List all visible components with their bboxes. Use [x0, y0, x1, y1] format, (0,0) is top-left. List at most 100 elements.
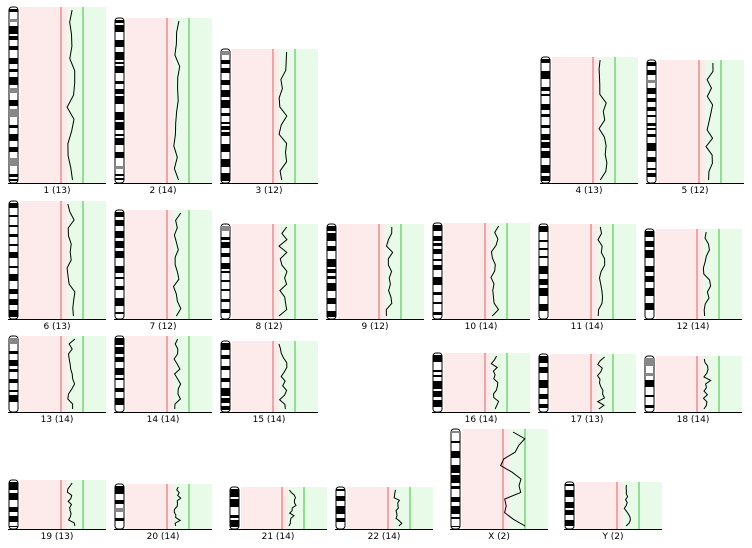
chromosome-panel-12: 12 (14)	[644, 228, 742, 332]
copy-number-profile	[172, 212, 182, 317]
copy-number-profile	[288, 489, 297, 527]
gain-zone	[703, 229, 742, 319]
copy-number-profile	[385, 226, 394, 317]
copy-number-profile	[278, 343, 288, 410]
chromosome-label: 5 (12)	[681, 186, 708, 196]
chromosome-panel-7: 7 (12)	[114, 209, 212, 332]
chromosome-panel-2: 2 (14)	[114, 17, 212, 196]
copy-number-profile	[596, 356, 606, 410]
gain-zone	[394, 487, 433, 529]
copy-number-profile	[67, 338, 76, 409]
chromosome-label: 19 (13)	[41, 532, 74, 542]
gain-zone	[279, 341, 318, 412]
copy-number-profile	[705, 62, 714, 181]
copy-number-profile	[66, 203, 76, 317]
chromosome-panel-14: 14 (14)	[114, 335, 212, 425]
chromosome-ideogram	[114, 17, 125, 184]
chromosome-ideogram	[540, 56, 551, 184]
chromosome-label: Y (2)	[601, 532, 623, 542]
chromosome-label: 7 (12)	[149, 322, 176, 332]
chromosome-label: 9 (12)	[361, 322, 388, 332]
gain-zone	[509, 429, 548, 529]
chromosome-label: 14 (14)	[147, 415, 180, 425]
chromosome-panel-8: 8 (12)	[220, 223, 318, 332]
loss-zone	[20, 7, 67, 183]
chromosome-label: 22 (14)	[368, 532, 401, 542]
loss-zone	[656, 229, 703, 319]
chromosome-label: 10 (14)	[465, 322, 498, 332]
copy-number-profile	[702, 231, 712, 317]
chromosome-ideogram	[220, 48, 231, 184]
loss-zone	[20, 336, 67, 412]
loss-zone	[658, 60, 705, 183]
gain-zone	[67, 7, 106, 183]
chromosome-ideogram	[335, 486, 346, 530]
chromosome-panel-13: 13 (14)	[8, 335, 106, 425]
chromosome-panel-15: 15 (14)	[220, 340, 318, 425]
chromosome-ideogram	[220, 223, 231, 320]
chromosome-label: 8 (12)	[255, 322, 282, 332]
chromosome-label: 1 (13)	[43, 186, 70, 196]
chromosome-panel-5: 5 (12)	[646, 59, 744, 196]
chromosome-ideogram	[229, 486, 240, 530]
copy-number-profile	[393, 489, 403, 527]
chromosome-ideogram	[432, 352, 443, 413]
chromosome-label: 6 (13)	[43, 322, 70, 332]
copy-number-profile	[623, 484, 631, 527]
loss-zone	[20, 201, 67, 319]
loss-zone	[347, 487, 394, 529]
gain-zone	[67, 480, 106, 529]
gain-zone	[173, 210, 212, 319]
copy-number-profile	[66, 482, 76, 527]
loss-zone	[126, 484, 173, 529]
chromosome-label: X (2)	[488, 532, 510, 542]
loss-zone	[232, 341, 279, 412]
copy-number-profile	[173, 20, 181, 181]
loss-zone	[126, 18, 173, 183]
copy-number-profile	[490, 355, 500, 410]
loss-zone	[462, 429, 509, 529]
loss-zone	[232, 224, 279, 319]
chromosome-label: 18 (14)	[677, 415, 710, 425]
chromosome-panel-3: 3 (12)	[220, 48, 318, 196]
gain-zone	[67, 336, 106, 412]
chromosome-ideogram	[8, 6, 19, 184]
chromosome-ideogram	[220, 340, 231, 413]
chromosome-label: 12 (14)	[677, 322, 710, 332]
loss-zone	[550, 354, 597, 412]
chromosome-panel-21: 21 (14)	[229, 486, 327, 542]
loss-zone	[241, 487, 288, 529]
gain-zone	[623, 482, 662, 529]
chromosome-panel-20: 20 (14)	[114, 483, 212, 542]
loss-zone	[20, 480, 67, 529]
gain-zone	[279, 49, 318, 183]
gain-zone	[173, 484, 212, 529]
gain-zone	[599, 57, 638, 183]
loss-zone	[576, 482, 623, 529]
chromosome-panel-10: 10 (14)	[432, 222, 530, 332]
loss-zone	[126, 210, 173, 319]
copy-number-profile	[499, 431, 526, 527]
gain-zone	[703, 356, 742, 412]
loss-zone	[338, 224, 385, 319]
chromosome-panel-6: 6 (13)	[8, 200, 106, 332]
chromosome-ideogram	[8, 479, 19, 530]
chromosome-ideogram	[564, 481, 575, 530]
chromosome-label: 16 (14)	[465, 415, 498, 425]
chromosome-ideogram	[432, 222, 443, 320]
copy-number-profile	[173, 338, 182, 410]
chromosome-panel-16: 16 (14)	[432, 352, 530, 425]
loss-zone	[550, 224, 597, 319]
chromosome-panel-4: 4 (13)	[540, 56, 638, 196]
chromosome-label: 13 (14)	[41, 415, 74, 425]
copy-number-profile	[597, 226, 606, 317]
chromosome-panel-y: Y (2)	[564, 481, 662, 542]
chromosome-ideogram	[646, 59, 657, 184]
loss-zone	[232, 49, 279, 183]
loss-zone	[126, 336, 173, 412]
chromosome-ideogram	[538, 353, 549, 413]
chromosome-label: 21 (14)	[262, 532, 295, 542]
loss-zone	[444, 223, 491, 319]
chromosome-ideogram	[644, 228, 655, 320]
